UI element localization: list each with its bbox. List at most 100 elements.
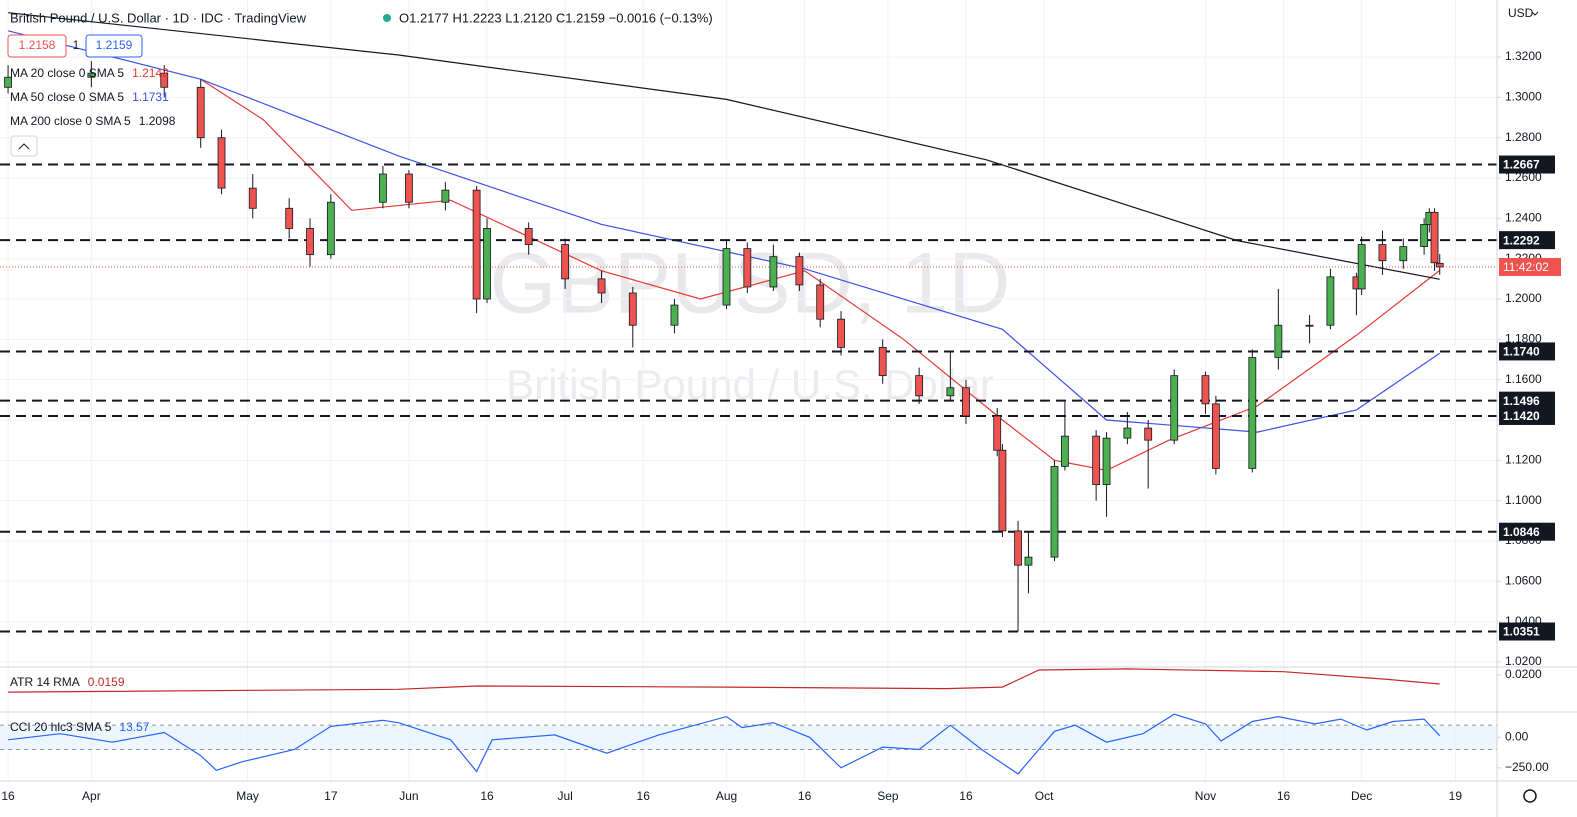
buy-button[interactable] — [85, 34, 143, 58]
candle-body — [483, 228, 491, 300]
x-tick-label: May — [236, 789, 259, 803]
line — [8, 668, 1440, 693]
y-tick-label: 0.0200 — [1505, 667, 1542, 681]
candle-body — [561, 244, 570, 280]
candle-body — [217, 137, 226, 189]
x-tick-label: Oct — [1035, 789, 1054, 803]
ohlc: O1.2177 H1.2223 L1.2120 C1.2159 −0.0016 … — [399, 10, 713, 25]
plot — [0, 0, 1501, 781]
candle-body — [285, 207, 294, 229]
candle-body — [87, 72, 96, 78]
legend-name: MA 200 close 0 SMA 5 — [10, 114, 131, 128]
candle-body — [1170, 375, 1179, 441]
level-label: 1.0351 — [1503, 625, 1540, 639]
level-label: 1.1496 — [1503, 394, 1540, 408]
x-tick-label: Jul — [557, 789, 572, 803]
candle-body — [769, 256, 778, 288]
candle-body — [1248, 357, 1257, 469]
bid: 1.2158 — [19, 38, 56, 52]
candle-body — [196, 86, 205, 139]
candle-body — [248, 187, 257, 209]
candle-body — [1201, 375, 1210, 405]
candle-body — [160, 72, 169, 88]
candle-body — [1060, 435, 1069, 467]
level-label: 1.1740 — [1503, 345, 1540, 359]
x-tick-label: 16 — [1, 789, 15, 803]
market-status[interactable] — [383, 14, 391, 22]
candle-body — [962, 387, 970, 417]
indicator-title: ATR 14 RMA — [10, 675, 80, 689]
x-tick-label: Jun — [399, 789, 418, 803]
level-label-box — [1499, 342, 1555, 361]
candle-body — [1420, 224, 1429, 247]
y-tick-label: 1.1200 — [1505, 452, 1542, 466]
sell-button[interactable] — [7, 34, 67, 58]
candle-body — [1211, 403, 1220, 469]
y-tick-label: 1.2400 — [1505, 211, 1542, 225]
level-label-box — [1499, 391, 1555, 410]
candle-body — [379, 173, 387, 203]
x-tick-label: 16 — [798, 789, 812, 803]
y-tick-label: 1.3000 — [1505, 90, 1542, 104]
x-tick-label: Aug — [716, 789, 737, 803]
candle-body — [628, 292, 637, 326]
level-label-box — [1499, 231, 1555, 250]
legend-value: 1.1731 — [132, 90, 169, 104]
candle-body — [946, 387, 955, 397]
line — [7, 30, 1441, 433]
level-label: 1.0846 — [1503, 525, 1540, 539]
candle-body — [1092, 435, 1101, 485]
legend-name: MA 20 close 0 SMA 5 — [10, 66, 124, 80]
x-tick-label: Apr — [82, 789, 101, 803]
candle-body — [1399, 246, 1408, 262]
y-tick-label: 1.2600 — [1505, 170, 1542, 184]
candle-body — [998, 449, 1007, 532]
symbol-title: British Pound / U.S. Dollar · 1D · IDC ·… — [10, 10, 307, 25]
candle-body — [1014, 530, 1022, 566]
level-label-box — [1499, 406, 1555, 425]
collapse-icon — [18, 143, 30, 150]
candle-body — [743, 248, 752, 288]
candle-body — [1435, 262, 1444, 268]
indicator-value: 13.57 — [119, 720, 149, 734]
collapse-legend[interactable] — [10, 135, 38, 157]
candle-body — [837, 318, 845, 348]
y-tick-label: 1.1600 — [1505, 372, 1542, 386]
level-label-box — [1499, 155, 1555, 174]
x-tick-label: Nov — [1195, 789, 1216, 803]
candle-body — [524, 228, 533, 245]
candle-body — [816, 284, 825, 320]
currency[interactable]: USD — [1508, 6, 1534, 20]
legend-value: 1.2098 — [139, 114, 176, 128]
candle-body — [993, 415, 1002, 451]
legend-name: MA 50 close 0 SMA 5 — [10, 90, 124, 104]
x-tick-label: Sep — [877, 789, 899, 803]
legend: MA 20 close 0 SMA 5 1.2142 MA 50 close 0 S… — [10, 66, 176, 128]
candle-body — [1305, 324, 1314, 327]
candle-body — [1357, 244, 1366, 290]
x-tick-label: 16 — [959, 789, 973, 803]
ask: 1.2159 — [96, 38, 133, 52]
x-tick-label: Dec — [1351, 789, 1372, 803]
candle-body — [1102, 437, 1111, 485]
x-tick-label: 19 — [1449, 789, 1463, 803]
x-tick-label: 16 — [1277, 789, 1291, 803]
candle-body — [326, 201, 335, 256]
y-tick-label: 1.1000 — [1505, 493, 1542, 507]
level-label: 1.2292 — [1503, 233, 1540, 247]
x-tick-label: 16 — [637, 789, 651, 803]
settings-button[interactable] — [1523, 789, 1537, 803]
y-tick-label: 0.00 — [1505, 730, 1529, 744]
x-tick-label: 16 — [480, 789, 494, 803]
candle-body — [441, 189, 450, 203]
y-tick-label: −250.00 — [1505, 760, 1549, 774]
candle-body — [795, 256, 804, 286]
candle-body — [1378, 244, 1387, 262]
indicator-value: 0.0159 — [88, 675, 125, 689]
y-tick-label: 1.3200 — [1505, 49, 1542, 63]
candle-body — [722, 248, 731, 306]
candle-body — [878, 347, 887, 377]
countdown: 11:42:02 — [1503, 260, 1549, 274]
level-label: 1.1420 — [1503, 409, 1540, 423]
